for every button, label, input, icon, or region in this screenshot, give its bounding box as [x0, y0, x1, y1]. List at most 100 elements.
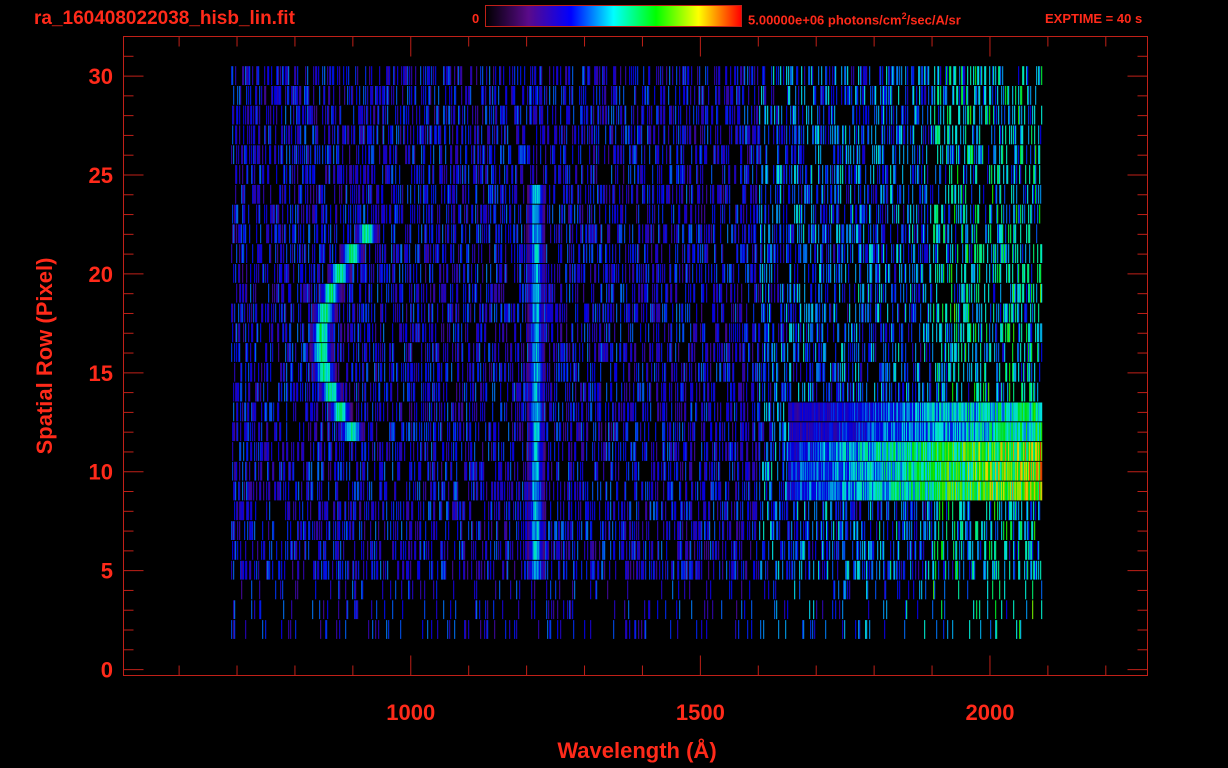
- heatmap-cell: [683, 382, 685, 402]
- heatmap-cell: [956, 481, 958, 501]
- heatmap-cell: [505, 461, 507, 481]
- heatmap-cell: [420, 521, 422, 540]
- heatmap-cell: [638, 541, 640, 560]
- heatmap-cell: [719, 362, 721, 382]
- heatmap-cell: [595, 402, 597, 422]
- heatmap-cell: [319, 382, 321, 402]
- heatmap-cell: [427, 343, 429, 362]
- heatmap-cell: [572, 521, 574, 540]
- heatmap-cell: [621, 541, 623, 560]
- heatmap-cell: [523, 501, 525, 521]
- heatmap-cell: [252, 402, 254, 422]
- heatmap-cell: [423, 402, 425, 422]
- heatmap-cell: [483, 461, 485, 481]
- heatmap-cell: [900, 481, 902, 501]
- heatmap-cell: [274, 422, 276, 442]
- heatmap-cell: [851, 442, 853, 461]
- heatmap-cell: [418, 560, 420, 580]
- heatmap-cell: [820, 442, 822, 461]
- heatmap-cell: [347, 600, 349, 620]
- heatmap-cell: [626, 461, 628, 481]
- heatmap-cell: [315, 560, 317, 580]
- heatmap-cell: [909, 422, 911, 442]
- heatmap-cell: [526, 521, 528, 540]
- heatmap-cell: [246, 442, 248, 461]
- heatmap-cell: [521, 362, 523, 382]
- heatmap-cell: [922, 461, 924, 481]
- heatmap-cell: [897, 402, 899, 422]
- heatmap-cell: [939, 461, 941, 481]
- heatmap-cell: [955, 461, 957, 481]
- heatmap-cell: [894, 362, 896, 382]
- heatmap-cell: [532, 461, 534, 481]
- heatmap-cell: [332, 422, 334, 442]
- heatmap-cell: [905, 402, 907, 422]
- heatmap-cell: [934, 461, 936, 481]
- heatmap-cell: [647, 362, 649, 382]
- heatmap-cell: [791, 560, 793, 580]
- heatmap-cell: [690, 442, 692, 461]
- heatmap-cell: [870, 541, 872, 560]
- heatmap-cell: [957, 422, 959, 442]
- heatmap-cell: [467, 422, 469, 442]
- heatmap-cell: [856, 442, 858, 461]
- heatmap-cell: [1037, 382, 1039, 402]
- heatmap-cell: [1041, 422, 1043, 442]
- heatmap-cell: [691, 461, 693, 481]
- heatmap-cell: [970, 541, 972, 560]
- heatmap-cell: [937, 541, 939, 560]
- heatmap-cell: [1005, 541, 1007, 560]
- heatmap-cell: [1015, 442, 1017, 461]
- heatmap-cell: [829, 382, 831, 402]
- heatmap-cell: [798, 422, 800, 442]
- heatmap-cell: [752, 442, 754, 461]
- heatmap-cell: [549, 402, 551, 422]
- heatmap-cell: [356, 402, 358, 422]
- heatmap-cell: [453, 580, 455, 600]
- heatmap-cell: [899, 442, 901, 461]
- heatmap-cell: [906, 461, 908, 481]
- heatmap-cell: [387, 442, 389, 461]
- heatmap-cell: [882, 362, 884, 382]
- heatmap-cell: [442, 481, 444, 501]
- heatmap-cell: [454, 422, 456, 442]
- heatmap-cell: [295, 481, 297, 501]
- heatmap-cell: [238, 382, 240, 402]
- heatmap-cell: [872, 442, 874, 461]
- heatmap-cell: [411, 422, 413, 442]
- heatmap-cell: [287, 501, 289, 521]
- heatmap-cell: [911, 402, 913, 422]
- heatmap-cell: [817, 362, 819, 382]
- heatmap-cell: [372, 422, 374, 442]
- heatmap-cell: [905, 362, 907, 382]
- heatmap-cell: [533, 560, 535, 580]
- heatmap-cell: [234, 521, 236, 540]
- heatmap-cell: [825, 481, 827, 501]
- heatmap-cell: [260, 481, 262, 501]
- heatmap-cell: [682, 521, 684, 540]
- heatmap-cell: [1009, 481, 1011, 501]
- heatmap-cell: [590, 580, 592, 600]
- heatmap-cell: [912, 442, 914, 461]
- heatmap-cell: [306, 343, 308, 362]
- heatmap-cell: [271, 402, 273, 422]
- heatmap-cell: [810, 620, 812, 639]
- heatmap-cell: [290, 343, 292, 362]
- heatmap-cell: [529, 402, 531, 422]
- heatmap-cell: [317, 521, 319, 540]
- heatmap-cell: [989, 501, 991, 521]
- heatmap-cell: [895, 362, 897, 382]
- heatmap-cell: [290, 362, 292, 382]
- heatmap-cell: [546, 541, 548, 560]
- heatmap-cell: [458, 402, 460, 422]
- heatmap-cell: [683, 560, 685, 580]
- heatmap-cell: [630, 560, 632, 580]
- heatmap-cell: [983, 560, 985, 580]
- heatmap-cell: [543, 560, 545, 580]
- heatmap-cell: [764, 402, 766, 422]
- heatmap-cell: [375, 521, 377, 540]
- heatmap-cell: [365, 442, 367, 461]
- heatmap-cell: [544, 461, 546, 481]
- heatmap-cell: [617, 422, 619, 442]
- heatmap-cell: [1041, 481, 1043, 501]
